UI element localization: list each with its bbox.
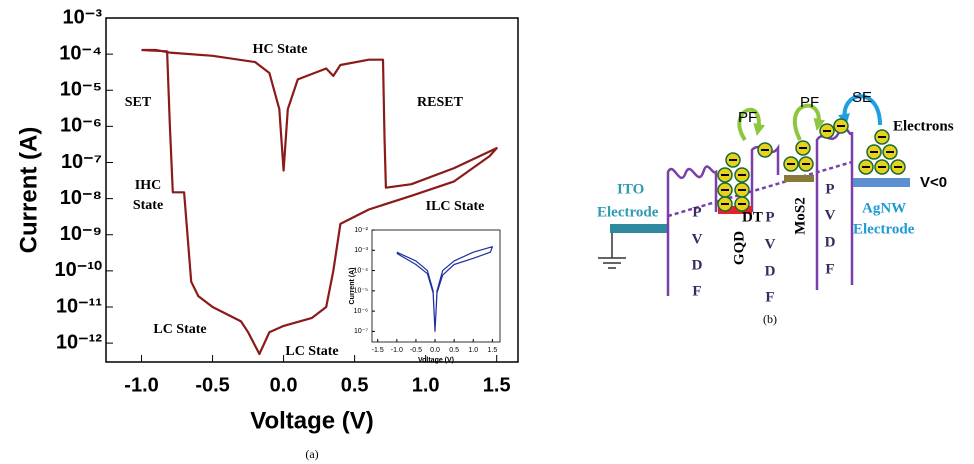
y-tick-label: 10⁻⁵ [60,79,102,101]
label: V [765,236,776,252]
y-tick-label: 10⁻⁵ [354,288,368,295]
y-tick-label: 10⁻⁸ [60,187,102,209]
electrons [717,118,906,212]
label: PF [800,94,819,111]
x-tick-label: -1.0 [124,374,158,396]
plot-frame [371,229,501,343]
annotation: LC State [153,322,206,337]
y-tick-label: 10⁻⁷ [61,151,102,173]
annotation: RESET [417,95,464,110]
caption: (b) [763,312,777,326]
y-tick-label: 10⁻³ [354,247,368,254]
y-tick-label: 10⁻⁴ [59,42,102,64]
label: F [692,283,701,299]
label: P [692,204,701,220]
x-tick-label: -0.5 [195,374,229,396]
label: V<0 [920,174,947,191]
y-tick-label: 10⁻⁶ [354,308,368,315]
label: P [765,209,774,225]
label: D [825,234,836,250]
x-tick-label: -0.5 [410,347,422,354]
x-tick-label: 1.0 [412,374,440,396]
label: D [765,263,776,279]
x-tick-label: 1.5 [483,374,511,396]
annotation: State [133,198,163,213]
label: V [825,207,836,223]
label: GQD [731,231,747,265]
x-tick-label: 0.0 [430,347,440,354]
x-axis-label: Voltage (V) [418,357,454,364]
label: SE [852,89,872,106]
x-tick-label: 1.5 [487,347,497,354]
x-axis-label: Voltage (V) [250,407,374,434]
x-tick-label: -1.5 [372,347,384,354]
label: F [765,289,774,305]
x-tick-label: 0.5 [341,374,369,396]
y-tick-label: 10⁻¹⁰ [55,259,102,281]
pvdf-barrier [666,165,718,296]
label: MoS2 [792,197,808,235]
annotation: SET [125,95,152,110]
y-tick-label: 10⁻³ [63,6,103,28]
label: DT [742,209,763,225]
pf-arrow [792,103,826,141]
label: P [825,181,834,197]
y-tick-label: 10⁻⁷ [354,328,368,335]
label: ITO [617,181,644,197]
agnw-electrode [853,178,910,187]
x-tick-label: 0.5 [449,347,459,354]
x-tick-label: -1.0 [391,347,403,354]
y-tick-label: 10⁻¹¹ [56,295,102,317]
annotation: LC State [285,344,338,359]
pf-arrow [737,107,766,142]
x-tick-label: 0.0 [270,374,298,396]
label: V [692,231,703,247]
mos2-level [784,175,814,182]
ito-electrode [610,224,668,233]
y-axis-label: Current (A) [349,268,356,305]
y-tick-label: 10⁻² [354,227,368,234]
x-tick-label: 1.0 [468,347,478,354]
fermi-level [667,160,853,218]
se-arrow [838,94,882,126]
label: F [825,261,834,277]
label: Electrode [597,204,659,220]
y-tick-label: 10⁻⁹ [60,223,102,245]
band-diagram: ITO Electrode P V D F P V D F P V D F GQ… [597,89,954,305]
label: Electrode [853,221,915,237]
label: AgNW [862,200,906,216]
annotation: IHC [135,178,161,193]
gqd-level [718,206,752,214]
y-tick-label: 10⁻¹² [56,331,102,353]
label: PF [738,109,757,126]
data-line [141,48,498,356]
y-tick-label: 10⁻⁴ [354,267,369,274]
annotation: HC State [253,42,308,57]
label: D [692,257,703,273]
y-tick-label: 10⁻⁶ [60,115,102,137]
caption: (a) [305,447,318,461]
label: Electrons [893,118,954,134]
annotation: ILC State [426,199,485,214]
data-line [396,246,493,332]
y-axis-label: Current (A) [15,127,42,254]
